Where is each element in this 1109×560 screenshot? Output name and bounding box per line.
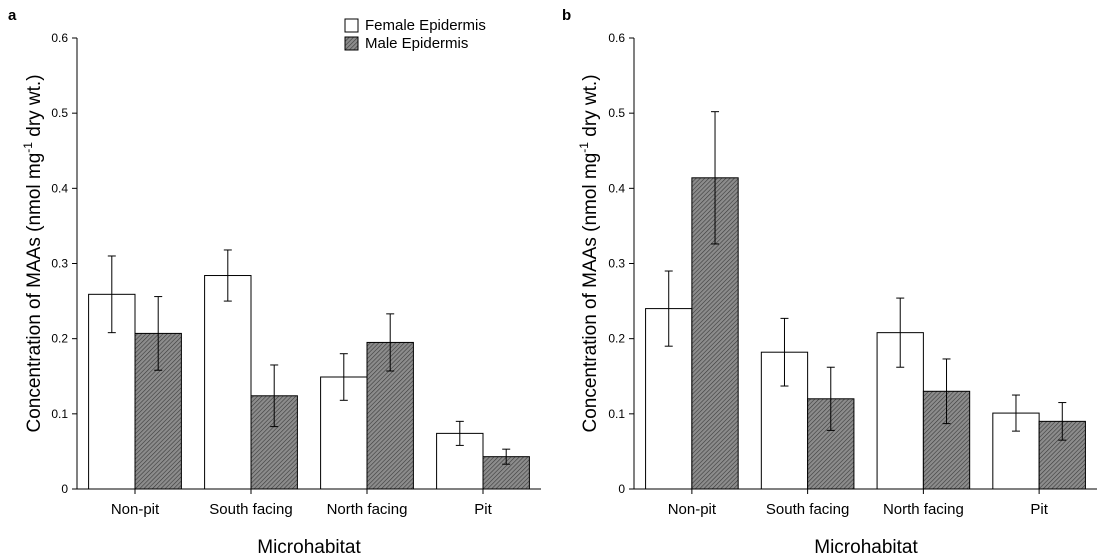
x-axis-title: Microhabitat <box>257 537 361 558</box>
y-tick-label: 0.4 <box>608 181 625 195</box>
legend-label: Male Epidermis <box>365 35 468 52</box>
x-tick-label: Pit <box>1030 501 1048 518</box>
bar-female <box>204 275 252 490</box>
panel-letter: b <box>562 7 571 24</box>
y-tick-label: 0.3 <box>51 257 68 271</box>
y-tick-label: 0.1 <box>608 407 625 421</box>
x-axis-title: Microhabitat <box>814 537 918 558</box>
y-tick-label: 0.4 <box>51 181 68 195</box>
panel-b-chart: b 0 0.1 0.2 0.3 0.4 0.5 0.6 Non-pit South facing N… <box>562 7 1097 558</box>
y-tick-label: 0 <box>61 482 68 496</box>
y-tick-label: 0.5 <box>608 106 625 120</box>
y-axis-title: Concentration of MAAs (nmol mg-1 dry wt.… <box>577 74 601 432</box>
y-tick-label: 0.6 <box>51 31 68 45</box>
x-tick-label: Pit <box>474 501 492 518</box>
legend-swatch-female <box>344 18 359 33</box>
x-tick-label: North facing <box>327 501 408 518</box>
y-tick-label: 0.2 <box>608 332 625 346</box>
x-tick-label: South facing <box>766 501 849 518</box>
legend-swatch-male <box>344 36 359 51</box>
y-tick-label: 0.5 <box>51 106 68 120</box>
panel-letter: a <box>8 7 17 24</box>
y-tick-label: 0.1 <box>51 407 68 421</box>
x-tick-label: Non-pit <box>111 501 160 518</box>
legend-label: Female Epidermis <box>365 17 486 34</box>
y-tick-label: 0.3 <box>608 257 625 271</box>
x-tick-label: Non-pit <box>668 501 717 518</box>
y-tick-label: 0 <box>618 482 625 496</box>
x-tick-label: North facing <box>883 501 964 518</box>
y-tick-label: 0.2 <box>51 332 68 346</box>
y-tick-label: 0.6 <box>608 31 625 45</box>
x-tick-label: South facing <box>209 501 292 518</box>
y-axis-title: Concentration of MAAs (nmol mg-1 dry wt.… <box>21 74 45 432</box>
panel-a-chart: a 0 0.1 0.2 0.3 0.4 0.5 0.6 Non-pit South facing N… <box>8 7 541 558</box>
